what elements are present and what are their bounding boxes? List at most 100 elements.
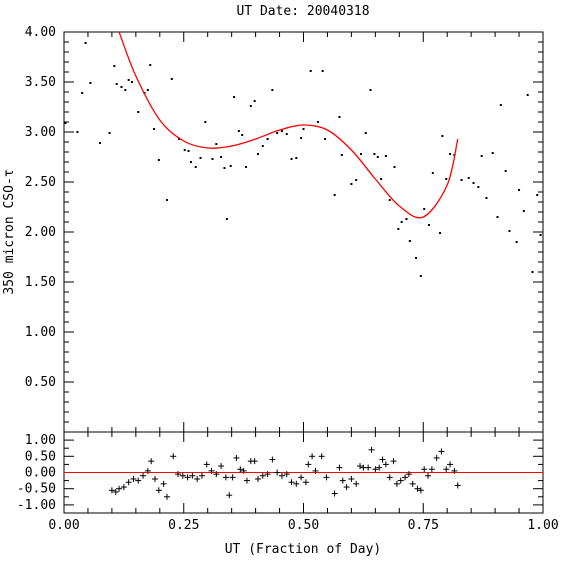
residual-point [382, 461, 389, 468]
data-point [266, 138, 269, 140]
residual-point [243, 477, 250, 484]
data-point [439, 232, 442, 234]
residual-plot: 0.00 0.25 0.50 0.75 1.00-1.00-0.500.000.501.… [17, 431, 559, 533]
data-point [508, 230, 511, 232]
data-point [496, 216, 499, 218]
data-point [431, 172, 434, 174]
residual-point [405, 471, 412, 478]
residual-point [108, 487, 115, 494]
residual-point [259, 472, 266, 479]
residual-point [298, 474, 305, 481]
residual-point [184, 474, 191, 481]
residual-point [175, 471, 182, 478]
residual-point [293, 480, 300, 487]
residual-point [112, 488, 119, 495]
data-point [526, 94, 529, 96]
data-point [149, 64, 152, 66]
residual-point [160, 480, 167, 487]
data-point [81, 92, 84, 94]
residual-point [189, 472, 196, 479]
data-point [127, 79, 130, 81]
data-point [64, 122, 67, 124]
residual-point [402, 474, 409, 481]
data-point [460, 179, 463, 181]
residual-point [198, 472, 205, 479]
y-axis-title: 350 micron CSO-τ [2, 169, 17, 294]
data-point [237, 130, 240, 132]
data-point [249, 105, 252, 107]
residual-point [116, 485, 123, 492]
data-point [324, 138, 327, 140]
residual-point [336, 464, 343, 471]
residual-point [353, 480, 360, 487]
residual-point [283, 471, 290, 478]
data-point [384, 155, 387, 157]
residual-point [125, 479, 132, 486]
data-point [187, 150, 190, 152]
data-point [531, 271, 534, 273]
residual-point [269, 456, 276, 463]
residual-point [120, 484, 127, 491]
chart-title: UT Date: 20040318 [236, 4, 369, 19]
data-point [223, 167, 226, 169]
residual-point [148, 458, 155, 465]
data-point [536, 194, 539, 196]
data-point [518, 189, 521, 191]
data-point [340, 154, 343, 156]
data-point [131, 81, 134, 83]
data-point [225, 218, 228, 220]
residual-point [397, 477, 404, 484]
data-point [355, 179, 358, 181]
residual-point [376, 464, 383, 471]
fit-curve [118, 31, 459, 219]
residual-x-tick-label: 0.00 [48, 518, 79, 533]
residual-point [417, 487, 424, 494]
data-point [194, 166, 197, 168]
data-point [472, 182, 475, 184]
residual-point [309, 453, 316, 460]
data-point [157, 159, 160, 161]
main-y-tick-label: 3.00 [25, 125, 56, 140]
residual-point [454, 482, 461, 489]
residual-point [393, 480, 400, 487]
main-y-tick-label: 2.50 [25, 175, 56, 190]
data-point [522, 210, 525, 212]
data-point [146, 89, 149, 91]
data-point [423, 208, 426, 210]
data-point [485, 197, 488, 199]
residual-point [414, 485, 421, 492]
main-y-tick-label: 1.00 [25, 325, 56, 340]
data-point [427, 224, 430, 226]
residual-point [390, 458, 397, 465]
residual-point [240, 467, 247, 474]
residual-point [372, 466, 379, 473]
residual-point [339, 477, 346, 484]
data-point [333, 194, 336, 196]
main-plot: 0.50 1.00 1.50 2.00 2.50 3.00 3.50 4.00 [25, 25, 544, 433]
data-point [215, 143, 218, 145]
data-point [280, 130, 283, 132]
data-point [295, 157, 298, 159]
residual-point [237, 466, 244, 473]
data-point [491, 152, 494, 154]
residual-point [226, 492, 233, 499]
residual-point [144, 467, 151, 474]
data-point [477, 186, 480, 188]
data-point [113, 65, 116, 67]
residual-point [386, 474, 393, 481]
data-point [405, 218, 408, 220]
data-point [338, 116, 341, 118]
residual-point [274, 469, 281, 476]
data-point [300, 137, 303, 139]
data-point [309, 70, 312, 72]
residual-point [194, 475, 201, 482]
residual-point [218, 463, 225, 470]
residual-point [443, 466, 450, 473]
residual-point [152, 475, 159, 482]
data-point [84, 42, 87, 44]
residual-point [451, 467, 458, 474]
residual-point [447, 461, 454, 468]
residual-point [312, 467, 319, 474]
data-point [321, 70, 324, 72]
residual-point [288, 479, 295, 486]
